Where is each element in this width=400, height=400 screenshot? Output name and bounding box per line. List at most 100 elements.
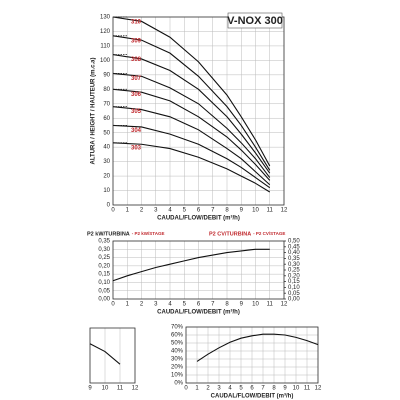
y-tick-label: 0,10	[98, 280, 110, 286]
y-axis-label: P2 kW/TURBINA	[87, 231, 130, 237]
y2-tick-label: 0,05	[288, 291, 300, 297]
series-line	[112, 16, 271, 167]
y-tick-label: 30%	[171, 357, 184, 363]
x-tick-label: 2	[140, 302, 144, 308]
x-tick-label: 9	[240, 208, 244, 214]
y2-tick-label: 0,15	[288, 279, 300, 285]
x-tick-label: 5	[183, 208, 187, 214]
x-tick-label: 5	[239, 386, 243, 392]
series-line	[112, 72, 271, 178]
y-tick-label: 0,05	[98, 288, 110, 294]
series-line	[112, 142, 271, 193]
y-tick-label: 70%	[171, 325, 184, 331]
plot-frame	[185, 326, 319, 384]
series-label: 308	[131, 57, 142, 63]
y-tick-label: 60%	[171, 333, 184, 339]
y-tick-label: 0,20	[98, 263, 110, 269]
y-tick-label: 30	[103, 159, 110, 165]
x-tick-label: 0	[184, 386, 188, 392]
y-tick-label: 40%	[171, 349, 184, 355]
x-tick-label: 1	[126, 208, 130, 214]
y2-tick-label: 0,25	[288, 268, 300, 274]
series-label: 307	[131, 76, 142, 82]
y-tick-label: 100	[100, 58, 111, 64]
x-axis-label: CAUDAL/FLOW/DEBIT (m³/h)	[157, 215, 240, 222]
x-tick-label: 1	[126, 302, 130, 308]
x-tick-label: 2	[206, 386, 210, 392]
x-tick-label: 6	[197, 302, 201, 308]
series-line	[112, 35, 271, 171]
series-line	[89, 343, 121, 365]
x-tick-label: 4	[168, 208, 172, 214]
y-tick-label: 130	[100, 15, 111, 21]
x-axis-label: CAUDAL/FLOW/DEBIT (m³/h)	[157, 309, 240, 316]
x-tick-label: 9	[283, 386, 287, 392]
series-line	[112, 106, 271, 186]
y-tick-label: 0,35	[98, 239, 110, 245]
y-tick-label: 50%	[171, 341, 184, 347]
x-tick-label: 12	[132, 386, 139, 392]
x-tick-label: 1	[195, 386, 199, 392]
y-tick-label: 20%	[171, 365, 184, 371]
x-tick-label: 9	[88, 386, 92, 392]
y2-tick-label: 0,30	[288, 262, 300, 268]
y-tick-label: 120	[100, 29, 111, 35]
y-axis-label-stage: - P2 kW/STAGE	[132, 231, 165, 236]
series-label: 304	[131, 128, 142, 134]
y-tick-label: 0,15	[98, 272, 110, 278]
x-tick-label: 10	[252, 302, 259, 308]
y-tick-label: 90	[103, 72, 110, 78]
y-tick-label: 50	[103, 130, 110, 136]
x-tick-label: 10	[252, 208, 259, 214]
series-line	[112, 248, 270, 282]
y-tick-label: 80	[103, 87, 110, 93]
x-tick-label: 8	[225, 302, 229, 308]
series-line	[112, 54, 271, 174]
x-tick-label: 4	[168, 302, 172, 308]
y2-axis-label-stage: - P2 CV/STAGE	[253, 231, 285, 236]
y-tick-label: 0,00	[98, 297, 110, 303]
x-tick-label: 11	[117, 386, 124, 392]
x-tick-label: 3	[154, 208, 158, 214]
x-tick-label: 10	[293, 386, 300, 392]
y2-tick-label: 0,20	[288, 273, 300, 279]
y-tick-label: 10%	[171, 373, 184, 379]
x-tick-label: 12	[281, 302, 288, 308]
x-tick-label: 6	[250, 386, 254, 392]
series-label: 310	[131, 20, 142, 26]
x-tick-label: 0	[111, 208, 115, 214]
x-tick-label: 0	[111, 302, 115, 308]
x-tick-label: 12	[315, 386, 322, 392]
y2-tick-label: 0,45	[288, 244, 300, 250]
chart-title: V-NOX 300	[227, 15, 283, 27]
y-tick-label: 0	[107, 203, 111, 209]
series-label: 309	[131, 38, 142, 44]
series-line	[112, 124, 271, 189]
y-tick-label: 0%	[174, 381, 183, 387]
y-tick-label: 20	[103, 174, 110, 180]
y2-tick-label: 0,50	[288, 239, 300, 245]
y-tick-label: 110	[100, 44, 110, 50]
x-tick-label: 3	[217, 386, 221, 392]
y2-axis-label: P2 CV/TURBINA	[209, 231, 251, 237]
y-axis-label: ALTURA / HEIGHT / HAUTEUR (m.c.a)	[91, 57, 97, 164]
y2-tick-label: 0,40	[288, 250, 300, 256]
x-tick-label: 8	[225, 208, 229, 214]
x-tick-label: 11	[267, 208, 274, 214]
y2-tick-label: 0,10	[288, 285, 300, 291]
x-tick-label: 5	[183, 302, 187, 308]
x-axis-label: CAUDAL/FLOW/DEBIT (m³/h)	[211, 393, 294, 400]
plot-frame	[112, 240, 285, 300]
series-label: 303	[131, 145, 142, 151]
series-line	[196, 333, 319, 362]
x-tick-label: 2	[140, 208, 144, 214]
y-tick-label: 10	[103, 188, 110, 194]
x-tick-label: 9	[240, 302, 244, 308]
x-tick-label: 11	[267, 302, 274, 308]
y2-tick-label: 0,00	[288, 297, 300, 303]
y-tick-label: 0,25	[98, 255, 110, 261]
plot-frame	[112, 16, 285, 206]
y-tick-label: 60	[103, 116, 110, 122]
x-tick-label: 7	[261, 386, 265, 392]
